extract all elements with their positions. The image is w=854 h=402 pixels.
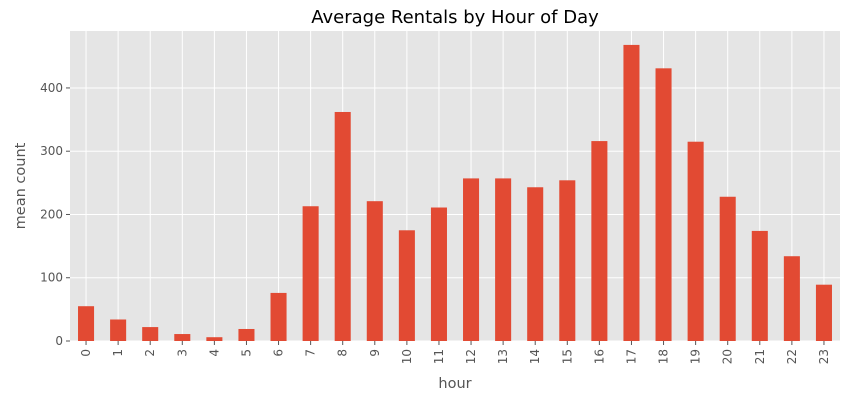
bar-hour-18 bbox=[655, 68, 672, 341]
x-tick-label: 18 bbox=[657, 349, 671, 364]
x-tick-label: 17 bbox=[624, 349, 638, 364]
bar-hour-14 bbox=[527, 187, 544, 341]
x-tick-label: 0 bbox=[79, 349, 93, 357]
bar-hour-8 bbox=[334, 111, 351, 342]
x-axis-label: hour bbox=[438, 376, 471, 392]
x-tick-label: 13 bbox=[496, 349, 510, 364]
bars bbox=[78, 44, 832, 342]
y-tick-label: 0 bbox=[55, 334, 63, 348]
x-tick-label: 14 bbox=[528, 349, 542, 364]
x-tick-label: 16 bbox=[592, 349, 606, 364]
bar-hour-16 bbox=[591, 141, 608, 341]
plot-area bbox=[70, 31, 840, 341]
bar-hour-12 bbox=[463, 178, 480, 341]
bar-hour-21 bbox=[751, 230, 768, 341]
bar-hour-5 bbox=[238, 328, 255, 341]
bar-hour-20 bbox=[719, 196, 736, 341]
bar-hour-7 bbox=[302, 206, 319, 341]
x-tick-label: 22 bbox=[785, 349, 799, 364]
y-tick-label: 300 bbox=[40, 144, 63, 158]
bar-hour-11 bbox=[430, 207, 447, 341]
bar-hour-3 bbox=[174, 334, 191, 341]
bar-hour-2 bbox=[142, 327, 159, 341]
y-tick-labels: 0 100 200 300 400 bbox=[40, 81, 70, 348]
bar-hour-0 bbox=[78, 306, 95, 341]
x-tick-label: 19 bbox=[689, 349, 703, 364]
x-tick-label: 9 bbox=[368, 349, 382, 357]
x-tick-label: 2 bbox=[143, 349, 157, 357]
x-tick-label: 5 bbox=[239, 349, 253, 357]
x-tick-label: 6 bbox=[272, 349, 286, 357]
bar-hour-17 bbox=[623, 44, 640, 341]
x-tick-label: 21 bbox=[753, 349, 767, 364]
bar-hour-15 bbox=[559, 180, 576, 341]
x-tick-label: 15 bbox=[560, 349, 574, 364]
x-tick-label: 4 bbox=[207, 349, 221, 357]
x-tick-label: 8 bbox=[336, 349, 350, 357]
y-tick-label: 200 bbox=[40, 207, 63, 221]
bar-hour-1 bbox=[110, 319, 127, 341]
x-tick-label: 11 bbox=[432, 349, 446, 364]
x-tick-label: 23 bbox=[817, 349, 831, 364]
bar-hour-4 bbox=[206, 337, 223, 341]
y-tick-label: 400 bbox=[40, 81, 63, 95]
bar-hour-10 bbox=[398, 230, 415, 341]
x-tick-label: 12 bbox=[464, 349, 478, 364]
x-tick-label: 20 bbox=[721, 349, 735, 364]
y-axis-label: mean count bbox=[13, 142, 29, 229]
x-tick-labels: 0 1 2 3 4 5 6 7 8 9 10 11 12 13 14 15 16 17 18 19 20 21 22 23 bbox=[79, 341, 831, 364]
x-tick-label: 10 bbox=[400, 349, 414, 364]
x-tick-label: 1 bbox=[111, 349, 125, 357]
y-tick-label: 100 bbox=[40, 271, 63, 285]
bar-hour-9 bbox=[366, 201, 383, 341]
bar-hour-6 bbox=[270, 292, 287, 341]
bar-hour-23 bbox=[815, 284, 832, 341]
chart-title: Average Rentals by Hour of Day bbox=[311, 7, 599, 28]
bar-hour-19 bbox=[687, 141, 704, 341]
bar-hour-13 bbox=[495, 178, 512, 341]
bar-hour-22 bbox=[783, 256, 800, 341]
x-tick-label: 3 bbox=[175, 349, 189, 357]
x-tick-label: 7 bbox=[304, 349, 318, 357]
